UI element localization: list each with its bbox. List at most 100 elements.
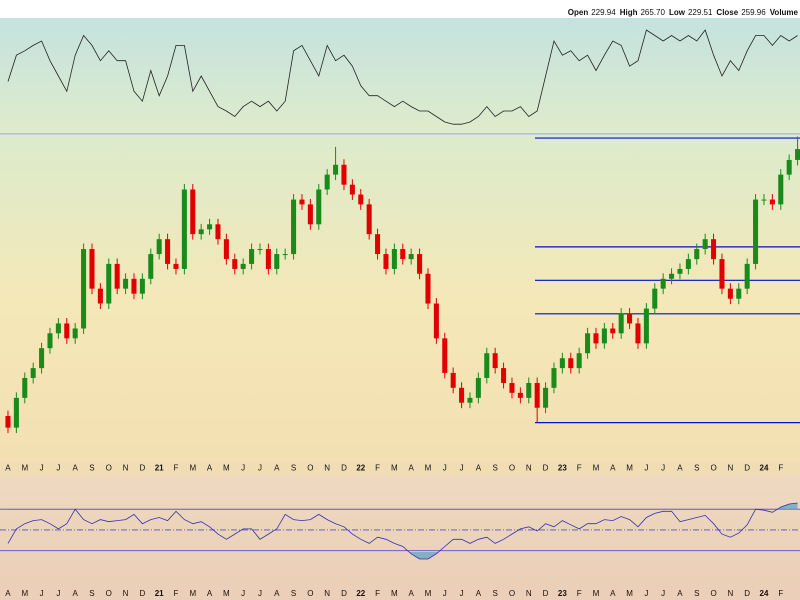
candle-body (22, 377, 28, 398)
candle-body (307, 204, 313, 225)
candle-body (240, 263, 246, 269)
rsi-panel (0, 475, 800, 588)
candle-body (543, 387, 549, 408)
candle-body (702, 239, 708, 250)
x-tick-label: F (577, 464, 582, 473)
candle-body (459, 387, 465, 403)
x-tick-label: N (123, 464, 129, 473)
x-tick-label-bottom: O (106, 589, 112, 598)
x-tick-label-bottom: M (189, 589, 196, 598)
candle-body (400, 249, 406, 260)
x-tick-label-bottom: 21 (155, 589, 164, 598)
candle-body (568, 358, 574, 369)
x-tick-label: A (5, 464, 11, 473)
candle-body (677, 268, 683, 274)
candle-body (467, 397, 473, 403)
x-axis-strip-bottom (0, 588, 800, 600)
candle-body (660, 278, 666, 289)
legend-label: Volume (770, 8, 799, 17)
candle-body (408, 254, 414, 260)
x-tick-label-bottom: D (139, 589, 145, 598)
candle-body (5, 416, 11, 428)
legend-value: 229.94 (591, 8, 616, 17)
candle-body (669, 273, 675, 279)
candle-body (282, 254, 288, 256)
candle-body (324, 174, 330, 190)
candle-body (627, 313, 633, 324)
candle-body (769, 199, 775, 205)
legend-value: 259.96 (741, 8, 766, 17)
x-tick-label-bottom: M (223, 589, 230, 598)
x-tick-label: D (139, 464, 145, 473)
candle-body (249, 249, 255, 264)
x-tick-label: O (307, 464, 313, 473)
x-tick-label: J (644, 464, 648, 473)
candle-body (215, 224, 221, 240)
x-tick-label: J (460, 464, 464, 473)
candle-body (753, 199, 759, 264)
candle-body (492, 353, 498, 369)
x-tick-label: N (526, 464, 532, 473)
x-tick-label: 22 (356, 464, 365, 473)
x-tick-label-bottom: J (40, 589, 44, 598)
x-tick-label: O (509, 464, 515, 473)
x-tick-label-bottom: F (778, 589, 783, 598)
rsi-line (7, 502, 798, 560)
x-tick-label: 24 (760, 464, 769, 473)
candle-body (81, 249, 87, 329)
x-tick-label: J (40, 464, 44, 473)
x-tick-label-bottom: A (610, 589, 616, 598)
x-tick-label: D (744, 464, 750, 473)
legend-label: Open (568, 8, 589, 17)
x-tick-label: A (73, 464, 79, 473)
x-tick-label: M (223, 464, 230, 473)
candle-body (786, 159, 792, 175)
candle-body (391, 249, 397, 269)
candle-body (450, 372, 456, 388)
candle-body (274, 254, 280, 269)
x-tick-label: F (174, 464, 179, 473)
candle-body (366, 204, 372, 235)
candle-body (55, 323, 61, 334)
x-tick-label: A (610, 464, 616, 473)
candle-body (383, 254, 389, 269)
candle-body (198, 229, 204, 235)
legend-value: 265.70 (640, 8, 665, 17)
x-tick-label-bottom: N (123, 589, 129, 598)
x-tick-label: F (778, 464, 783, 473)
candle-body (190, 189, 196, 235)
candle-body (559, 358, 565, 369)
x-tick-label-bottom: A (274, 589, 280, 598)
x-tick-label-bottom: J (644, 589, 648, 598)
legend-label: High (620, 8, 638, 17)
x-tick-label: M (21, 464, 28, 473)
x-tick-label-bottom: M (626, 589, 633, 598)
candle-body (694, 249, 700, 260)
x-tick-label-bottom: O (509, 589, 515, 598)
x-tick-label: M (593, 464, 600, 473)
candle-body (509, 382, 515, 393)
candle-body (610, 328, 616, 334)
x-tick-label: S (291, 464, 296, 473)
x-tick-label-bottom: F (375, 589, 380, 598)
x-tick-label: N (324, 464, 330, 473)
candle-body (148, 254, 154, 279)
candle-body (433, 303, 439, 339)
x-tick-label: D (341, 464, 347, 473)
rsi-overbought-fill (8, 503, 798, 510)
candle-body (291, 199, 297, 255)
x-tick-label-bottom: 24 (760, 589, 769, 598)
oscillator-line (7, 29, 798, 125)
x-tick-label-bottom: D (341, 589, 347, 598)
x-tick-label: M (425, 464, 432, 473)
x-tick-label-bottom: A (207, 589, 213, 598)
candle-body (299, 199, 305, 205)
candle-body (316, 189, 322, 225)
x-tick-label-bottom: J (460, 589, 464, 598)
candle-body (13, 397, 19, 428)
candle-body (501, 368, 507, 383)
candle-body (375, 234, 381, 255)
candle-body (181, 189, 187, 269)
x-tick-label: M (391, 464, 398, 473)
